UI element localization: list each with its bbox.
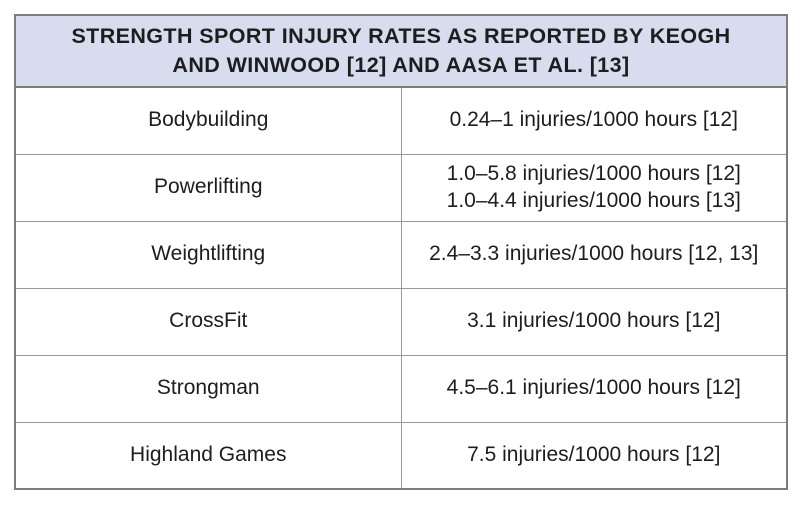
rate-line: 2.4–3.3 injuries/1000 hours [12, 13] [429,242,759,266]
rate-line: 0.24–1 injuries/1000 hours [12] [449,108,738,132]
sport-cell: Strongman [14,354,402,423]
rate-line: 1.0–4.4 injuries/1000 hours [13] [446,188,741,212]
table-row: CrossFit 3.1 injuries/1000 hours [12] [14,287,788,356]
rate-line: 3.1 injuries/1000 hours [12] [467,309,721,333]
rate-cell: 2.4–3.3 injuries/1000 hours [12, 13] [400,220,788,289]
table-row: Highland Games 7.5 injuries/1000 hours [1… [14,421,788,490]
rate-cell: 0.24–1 injuries/1000 hours [12] [400,86,788,155]
rate-cell: 3.1 injuries/1000 hours [12] [400,287,788,356]
sport-cell: Bodybuilding [14,86,402,155]
rate-cell: 1.0–5.8 injuries/1000 hours [12] 1.0–4.4 … [400,153,788,222]
table-body: Bodybuilding 0.24–1 injuries/1000 hours [… [14,86,788,490]
sport-cell: Powerlifting [14,153,402,222]
rate-cell: 7.5 injuries/1000 hours [12] [400,421,788,490]
sport-cell: Weightlifting [14,220,402,289]
table-row: Powerlifting 1.0–5.8 injuries/1000 hours … [14,153,788,222]
sport-cell: Highland Games [14,421,402,490]
table-header-row: STRENGTH SPORT INJURY RATES AS REPORTED … [14,13,788,89]
table-row: Weightlifting 2.4–3.3 injuries/1000 hours… [14,220,788,289]
sport-cell: CrossFit [14,287,402,356]
table-title: STRENGTH SPORT INJURY RATES AS REPORTED … [14,13,788,89]
rate-line: 7.5 injuries/1000 hours [12] [467,442,721,466]
injury-rates-table: STRENGTH SPORT INJURY RATES AS REPORTED … [14,13,788,491]
rate-line: 1.0–5.8 injuries/1000 hours [12] [446,161,741,185]
rate-cell: 4.5–6.1 injuries/1000 hours [12] [400,354,788,423]
table-row: Strongman 4.5–6.1 injuries/1000 hours [12… [14,354,788,423]
rate-line: 4.5–6.1 injuries/1000 hours [12] [446,376,741,400]
table-row: Bodybuilding 0.24–1 injuries/1000 hours [… [14,86,788,155]
